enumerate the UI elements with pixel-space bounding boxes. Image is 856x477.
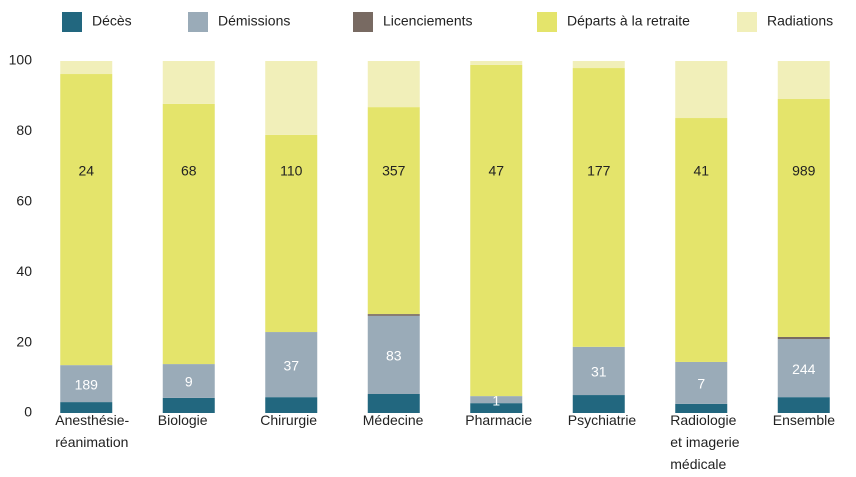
bar-segment [777, 336, 830, 340]
y-tick-label: 0 [24, 404, 32, 420]
data-label: 357 [382, 163, 406, 179]
bar-segment [777, 61, 830, 100]
bar-segment [60, 402, 113, 413]
legend-swatch [737, 12, 757, 32]
bar-segment [470, 403, 523, 413]
data-label: 9 [185, 374, 193, 390]
data-label: 37 [283, 357, 299, 373]
bar-segment [60, 74, 113, 366]
bar-segment [265, 61, 318, 135]
legend-label: Radiations [767, 13, 833, 29]
legend-swatch [537, 12, 557, 32]
bar-segment [60, 365, 113, 403]
x-tick-label: Ensemble [772, 412, 836, 428]
bar-segment [470, 396, 523, 404]
x-tick-label: Pharmacie [465, 412, 533, 428]
bar-segment [777, 339, 830, 398]
bar-segment [162, 61, 215, 104]
data-label: 177 [587, 163, 611, 179]
x-tick-label: Biologie [157, 412, 208, 428]
bar-segment [367, 314, 420, 316]
data-label: 47 [488, 163, 504, 179]
bar-segment [572, 61, 625, 69]
bar-segment [675, 61, 728, 119]
bar-segment [162, 397, 215, 413]
bar-segment [572, 346, 625, 396]
legend-label: Démissions [218, 13, 290, 29]
x-tick-label: Anesthésie- réanimation [55, 412, 130, 450]
x-tick-label: Radiologie et imagerie médicale [670, 412, 740, 472]
y-tick-label: 80 [16, 122, 32, 138]
data-label: 7 [697, 376, 705, 392]
legend-swatch [188, 12, 208, 32]
bar-segment [675, 361, 728, 404]
data-label: 41 [693, 163, 709, 179]
x-tick-label: Chirurgie [260, 412, 318, 428]
data-label: 68 [181, 163, 197, 179]
legend-swatch [62, 12, 82, 32]
data-label: 31 [591, 364, 607, 380]
data-label: 989 [792, 163, 816, 179]
bar-segment [265, 134, 318, 333]
bar-segment [265, 332, 318, 398]
y-tick-label: 40 [16, 263, 32, 279]
legend-label: Licenciements [383, 13, 473, 29]
data-label: 244 [792, 361, 816, 377]
x-tick-label: Psychiatrie [567, 412, 637, 428]
data-label: 189 [75, 376, 99, 392]
bar-segment [572, 395, 625, 413]
bar-segment [675, 118, 728, 362]
bar-segment [777, 99, 830, 337]
legend-label: Décès [92, 13, 132, 29]
bar-segment [470, 61, 523, 65]
data-label: 1 [492, 392, 500, 408]
y-tick-label: 100 [9, 52, 33, 68]
y-tick-label: 20 [16, 333, 32, 349]
bar-segment [367, 107, 420, 315]
legend-swatch [353, 12, 373, 32]
bar-segment [572, 68, 625, 347]
y-tick-label: 60 [16, 193, 32, 209]
bar-segment [777, 397, 830, 413]
bar-segment [675, 403, 728, 413]
bar-segment [470, 64, 523, 397]
x-tick-label: Médecine [362, 412, 424, 428]
legend-label: Départs à la retraite [567, 13, 690, 29]
bar-segment [367, 315, 420, 394]
bar-segment [367, 393, 420, 413]
bar-segment [265, 397, 318, 413]
bar-segment [367, 61, 420, 108]
bar-segment [162, 364, 215, 398]
bar-segment [162, 103, 215, 365]
data-label: 83 [386, 348, 402, 364]
data-label: 110 [280, 163, 303, 179]
data-label: 24 [78, 163, 94, 179]
bar-segment [60, 61, 113, 75]
